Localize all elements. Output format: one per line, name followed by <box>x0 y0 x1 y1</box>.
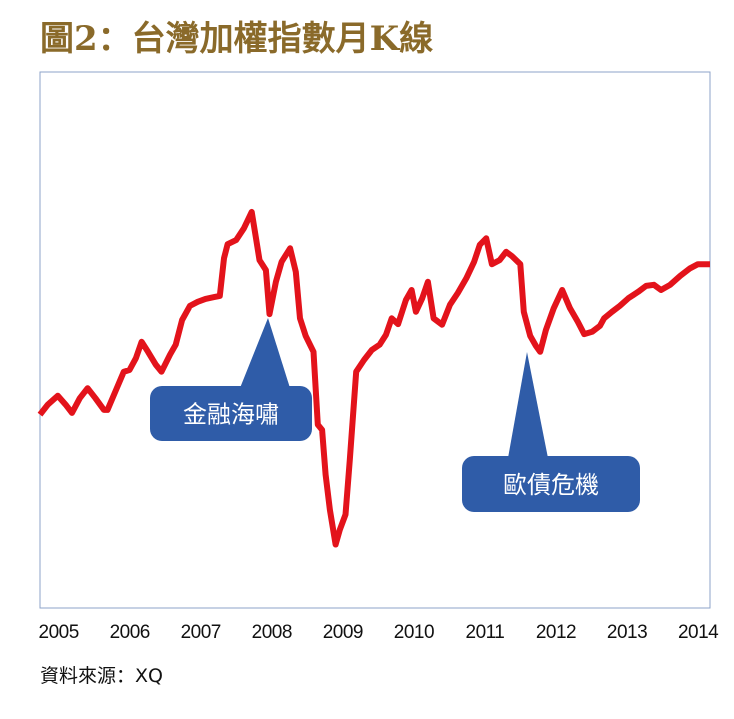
callout-text: 歐債危機 <box>503 471 599 499</box>
index-line <box>37 208 710 548</box>
x-tick-label: 2005 <box>39 622 79 643</box>
x-tick-label: 2007 <box>181 622 221 643</box>
callout-box <box>462 456 640 512</box>
callout-pointer <box>508 352 548 458</box>
callout-box <box>150 386 312 441</box>
x-tick-label: 2011 <box>466 622 505 643</box>
plot-frame <box>39 71 711 609</box>
source-note: 資料來源：XQ <box>40 665 163 687</box>
x-tick-label: 2010 <box>394 622 434 643</box>
callout-pointer <box>240 318 290 388</box>
x-tick-label: 2013 <box>607 622 647 643</box>
x-tick-label: 2006 <box>110 622 150 643</box>
x-tick-label: 2012 <box>536 622 576 643</box>
callout-text: 金融海嘯 <box>183 401 279 429</box>
chart-title: 圖2：台灣加權指數月K線 <box>40 19 433 59</box>
x-tick-label: 2014 <box>678 622 719 643</box>
x-tick-label: 2008 <box>252 622 292 643</box>
x-tick-label: 2009 <box>323 622 363 643</box>
